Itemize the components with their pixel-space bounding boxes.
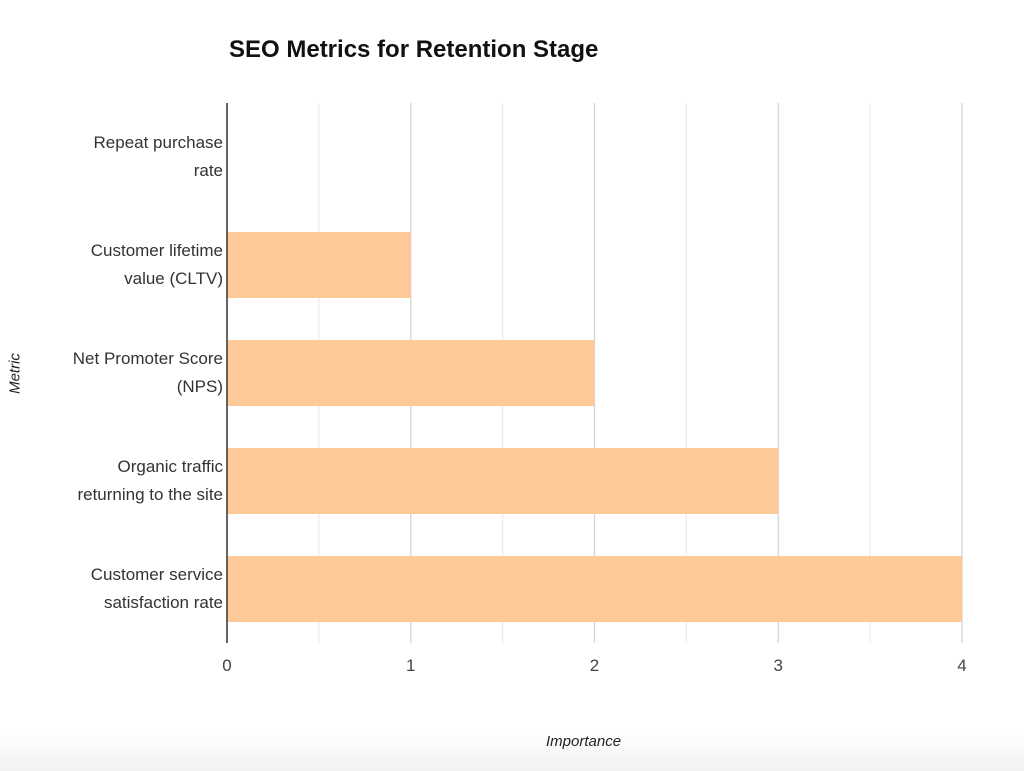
chart-title: SEO Metrics for Retention Stage <box>229 36 599 63</box>
y-tick-label: Organic traffic returning to the site <box>13 453 223 509</box>
x-tick-label: 4 <box>957 656 967 675</box>
y-axis-title: Metric <box>6 353 24 394</box>
y-tick-label-line: Customer service <box>90 565 223 584</box>
x-tick-label: 1 <box>406 656 416 675</box>
bottom-fade <box>0 731 1024 771</box>
y-tick-label-line: Repeat purchase <box>93 133 223 152</box>
bar <box>227 556 962 622</box>
y-tick-label-line: Customer lifetime <box>90 241 223 260</box>
y-tick-label: Customer lifetime value (CLTV) <box>13 237 223 293</box>
y-tick-label-line: satisfaction rate <box>103 593 223 612</box>
y-tick-label: Repeat purchase rate <box>13 129 223 185</box>
bar <box>227 448 779 514</box>
y-tick-label-line: Net Promoter Score <box>72 349 223 368</box>
y-tick-label-line: value (CLTV) <box>124 269 223 288</box>
x-axis-title: Importance <box>546 733 622 750</box>
x-tick-label: 3 <box>773 656 783 675</box>
y-tick-label: Net Promoter Score (NPS) <box>13 345 223 401</box>
x-tick-label: 2 <box>589 656 600 675</box>
y-tick-label-line: Organic traffic <box>117 457 223 476</box>
y-tick-label-line: rate <box>193 161 223 180</box>
bar <box>227 340 595 406</box>
y-tick-label: Customer service satisfaction rate <box>13 561 223 617</box>
y-tick-label-line: (NPS) <box>176 377 223 396</box>
y-tick-label-line: returning to the site <box>77 485 223 504</box>
x-tick-label: 0 <box>222 656 232 675</box>
bar <box>227 232 411 298</box>
